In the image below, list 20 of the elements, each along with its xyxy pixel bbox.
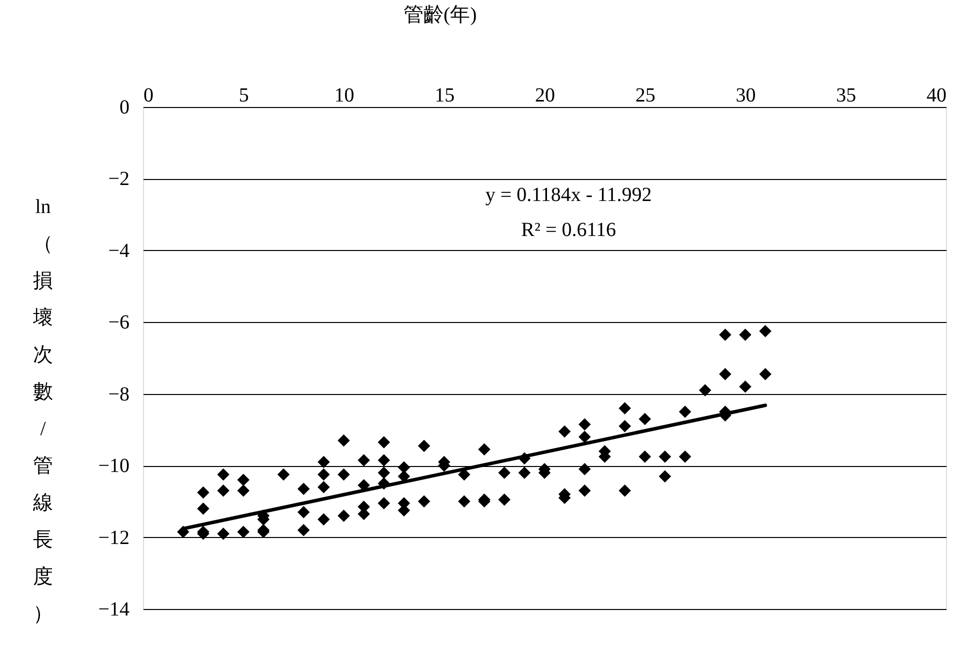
y-tick-label: −4: [108, 240, 130, 262]
x-tick-label: 30: [736, 84, 756, 106]
x-tick-label: 15: [434, 84, 455, 106]
annotation: R² = 0.6116: [521, 219, 616, 241]
y-tick-label: −2: [108, 168, 130, 190]
annotation: y = 0.1184x - 11.992: [485, 184, 652, 206]
x-axis-title: 管齡(年): [403, 4, 477, 26]
y-tick-label: −14: [98, 598, 130, 620]
text: ln（損壞次數/管線長度）: [33, 196, 53, 625]
x-tick-label: 5: [238, 84, 249, 106]
x-tick-label: 40: [926, 84, 946, 106]
y-tick-label: −10: [98, 455, 130, 478]
x-tick-label: 20: [535, 84, 555, 106]
y-tick-label: −8: [108, 383, 130, 406]
x-tick-label: 10: [334, 84, 354, 106]
y-tick-label: −6: [108, 312, 130, 334]
x-tick-label: 0: [144, 84, 154, 106]
x-tick-label: 25: [635, 84, 656, 106]
x-tick-label: 35: [836, 84, 856, 106]
y-tick-label: −12: [98, 526, 130, 549]
